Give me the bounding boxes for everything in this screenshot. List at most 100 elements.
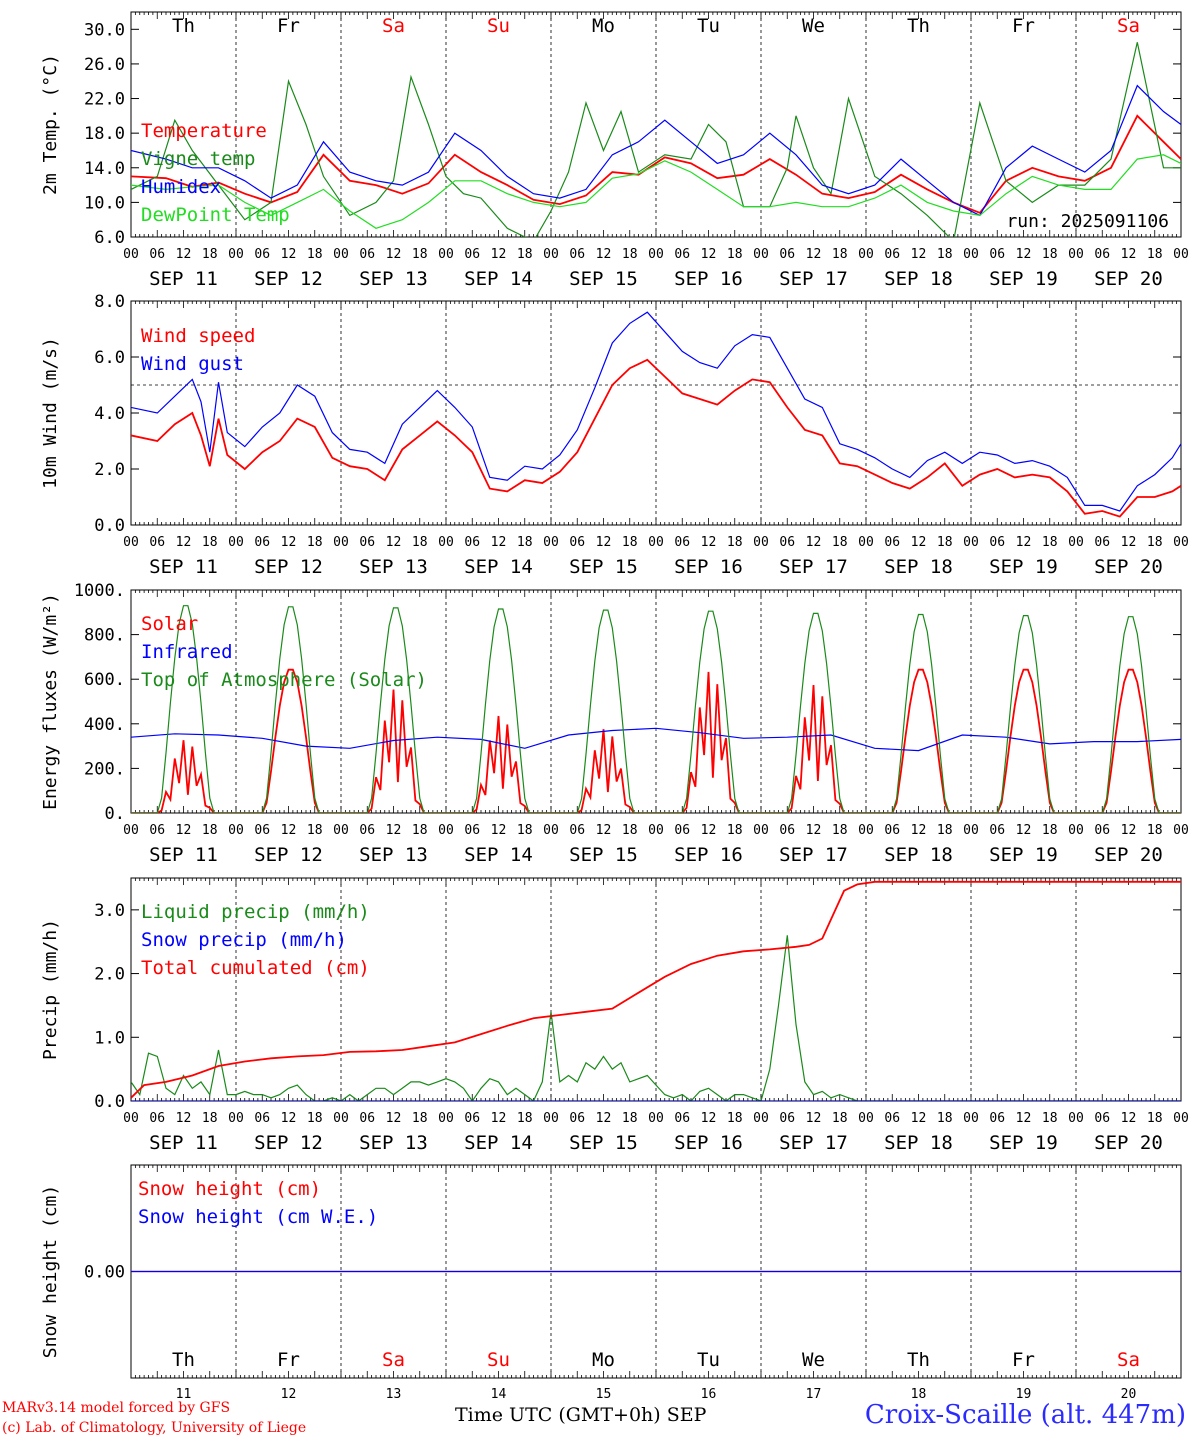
hour-label: 00 [963, 823, 979, 838]
day-name: We [802, 15, 825, 37]
hour-label: 12 [806, 247, 822, 262]
hour-label: 00 [438, 535, 454, 550]
hour-label: 00 [1173, 823, 1189, 838]
hour-label: 12 [596, 535, 612, 550]
hour-label: 06 [779, 1111, 795, 1126]
date-label: SEP 13 [359, 1132, 428, 1154]
y-tick-label: 6.0 [94, 228, 125, 248]
legend-entry: Liquid precip (mm/h) [141, 901, 370, 923]
hour-label: 06 [779, 535, 795, 550]
legend-entry: Snow precip (mm/h) [141, 929, 347, 951]
series-line [131, 84, 1181, 217]
day-number: 16 [701, 1387, 717, 1402]
day-name: Th [907, 15, 930, 37]
series-line [131, 114, 1181, 214]
date-label: SEP 12 [254, 268, 323, 290]
panel-5: 0.00 Snow height (cm) Th 11 Fr 12 Sa 13 Su 14 Mo 15… [40, 1164, 1182, 1402]
hour-label: 06 [254, 823, 270, 838]
hour-label: 18 [412, 535, 428, 550]
hour-label: 12 [701, 247, 717, 262]
hour-label: 06 [254, 1111, 270, 1126]
day-number: 18 [911, 1387, 927, 1402]
legend-entry: Snow height (cm W.E.) [138, 1206, 378, 1228]
hour-label: 12 [491, 247, 507, 262]
hour-label: 00 [858, 1111, 874, 1126]
day-name: Th [172, 1349, 195, 1371]
hour-label: 18 [517, 247, 533, 262]
hour-label: 18 [1147, 247, 1163, 262]
station-name: Croix-Scaille (alt. 447m) [864, 1400, 1186, 1430]
y-tick-label: 0.0 [94, 1092, 125, 1112]
y-tick-label: 6.0 [94, 348, 125, 368]
date-label: SEP 17 [779, 268, 848, 290]
hour-label: 18 [1042, 247, 1058, 262]
hour-label: 18 [307, 247, 323, 262]
date-label: SEP 16 [674, 556, 743, 578]
hour-label: 00 [438, 247, 454, 262]
hour-label: 18 [517, 535, 533, 550]
y-axis-label: Snow height (cm) [40, 1185, 61, 1358]
hour-label: 00 [123, 823, 139, 838]
y-tick-label: 200. [84, 759, 125, 779]
panel-4: 0.0 1.0 2.0 3.0 Precip (mm/h) 00 06 12 18 SEP 11 0… [40, 877, 1189, 1154]
series-line [131, 880, 1181, 1099]
panel-3: 0. 200. 400. 600. 800. 1000. Energy fluxes (W/… [40, 581, 1189, 866]
y-tick-label: 2.0 [94, 460, 125, 480]
legend-entry: Wind gust [141, 353, 244, 375]
hour-label: 12 [701, 823, 717, 838]
hour-label: 00 [543, 535, 559, 550]
date-label: SEP 15 [569, 268, 638, 290]
hour-label: 06 [1094, 823, 1110, 838]
hour-label: 00 [1068, 823, 1084, 838]
y-tick-label: 0.0 [94, 516, 125, 536]
date-label: SEP 13 [359, 844, 428, 866]
hour-label: 06 [464, 535, 480, 550]
hour-label: 18 [937, 247, 953, 262]
run-annotation: run: 2025091106 [1006, 211, 1169, 232]
date-label: SEP 19 [989, 844, 1058, 866]
date-label: SEP 12 [254, 844, 323, 866]
y-tick-label: 2.0 [94, 965, 125, 985]
date-label: SEP 11 [149, 1132, 218, 1154]
y-tick-label: 10.0 [84, 193, 125, 213]
legend-entry: Humidex [141, 176, 221, 198]
date-label: SEP 13 [359, 556, 428, 578]
y-tick-label: 600. [84, 670, 125, 690]
series-line [131, 727, 1181, 752]
hour-label: 12 [911, 247, 927, 262]
hour-label: 12 [491, 823, 507, 838]
date-label: SEP 19 [989, 1132, 1058, 1154]
hour-label: 00 [333, 823, 349, 838]
date-label: SEP 16 [674, 268, 743, 290]
hour-label: 18 [202, 535, 218, 550]
hour-label: 12 [386, 247, 402, 262]
date-label: SEP 15 [569, 844, 638, 866]
hour-label: 18 [832, 1111, 848, 1126]
hour-label: 12 [386, 1111, 402, 1126]
date-label: SEP 15 [569, 556, 638, 578]
hour-label: 06 [884, 823, 900, 838]
date-label: SEP 12 [254, 1132, 323, 1154]
hour-label: 00 [228, 535, 244, 550]
date-label: SEP 14 [464, 1132, 533, 1154]
hour-label: 00 [333, 247, 349, 262]
hour-label: 06 [359, 823, 375, 838]
hour-label: 12 [701, 1111, 717, 1126]
hour-label: 00 [1173, 1111, 1189, 1126]
hour-label: 00 [1068, 247, 1084, 262]
hour-label: 18 [622, 823, 638, 838]
date-label: SEP 17 [779, 1132, 848, 1154]
hour-label: 06 [359, 1111, 375, 1126]
hour-label: 12 [1016, 535, 1032, 550]
day-number: 15 [596, 1387, 612, 1402]
hour-label: 12 [176, 247, 192, 262]
hour-label: 18 [307, 823, 323, 838]
hour-label: 00 [858, 247, 874, 262]
hour-label: 00 [1068, 535, 1084, 550]
hour-label: 12 [491, 535, 507, 550]
series-line [131, 311, 1181, 512]
hour-label: 12 [596, 247, 612, 262]
hour-label: 06 [674, 1111, 690, 1126]
hour-label: 06 [884, 535, 900, 550]
